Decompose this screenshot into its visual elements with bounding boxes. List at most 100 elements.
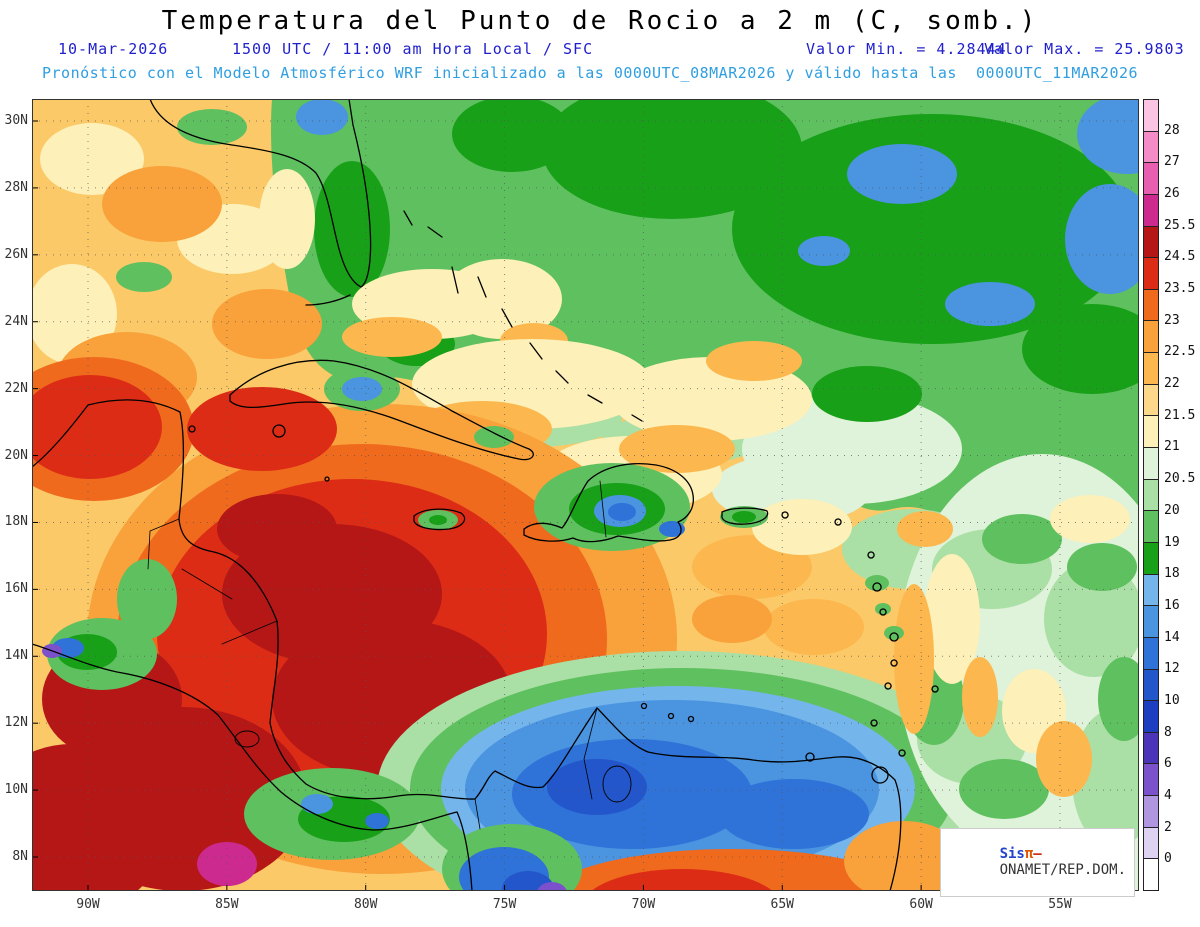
colorbar-label: 25.5 <box>1164 217 1196 233</box>
coast-bahamas <box>403 210 643 422</box>
lat-label: 10N <box>4 782 28 798</box>
colorbar-cell <box>1144 701 1158 733</box>
watermark-brand: Sisπ– <box>999 846 1042 862</box>
colorbar-cell <box>1144 637 1158 670</box>
lat-label: 14N <box>4 648 28 664</box>
colorbar-label: 26 <box>1164 186 1180 202</box>
colorbar-cell <box>1144 194 1158 227</box>
lat-label: 18N <box>4 514 28 530</box>
lat-label: 26N <box>4 246 28 262</box>
colorbar-cell <box>1144 511 1158 543</box>
max-value-label: Valor Max. = 25.9803 <box>984 40 1185 58</box>
lat-label: 28N <box>4 179 28 195</box>
colorbar-cell <box>1144 796 1158 828</box>
colorbar-cell <box>1144 416 1158 449</box>
lat-label: 8N <box>12 848 28 864</box>
colorbar-cell <box>1144 226 1158 259</box>
coast-cayman <box>324 476 330 482</box>
colorbar-cell <box>1144 448 1158 480</box>
colorbar-label: 21.5 <box>1164 407 1196 423</box>
lon-axis: 90W 85W 80W 75W 70W 65W 60W 55W <box>32 895 1139 915</box>
grid-lines <box>32 99 1139 891</box>
model-info-line: Pronóstico con el Modelo Atmosférico WRF… <box>42 64 1139 82</box>
colorbar <box>1143 99 1159 891</box>
coast-florida <box>149 99 372 288</box>
lon-label: 90W <box>76 897 100 912</box>
colorbar-label: 23 <box>1164 312 1180 328</box>
coast-puerto-rico <box>721 507 769 525</box>
colorbar-label: 6 <box>1164 756 1172 772</box>
colorbar-label: 28 <box>1164 122 1180 138</box>
colorbar-cell <box>1144 542 1158 575</box>
coast-aruba <box>640 702 648 710</box>
lon-label: 65W <box>770 897 795 912</box>
colorbar-label: 18 <box>1164 566 1180 582</box>
colorbar-label: 14 <box>1164 629 1180 645</box>
country-borders <box>147 518 598 830</box>
coast-curacao <box>667 712 675 720</box>
colorbar-cell <box>1144 764 1158 797</box>
map-title: Temperatura del Punto de Rocio a 2 m (C,… <box>161 6 1039 36</box>
header-info-line: 10-Mar-2026 1500 UTC / 11:00 am Hora Loc… <box>0 40 1200 60</box>
colorbar-cell <box>1144 732 1158 765</box>
colorbar-label: 22 <box>1164 376 1180 392</box>
lon-label: 80W <box>353 897 378 912</box>
coast-mainland-pacific <box>32 643 473 891</box>
colorbar-cell <box>1144 100 1158 132</box>
lat-label: 20N <box>4 447 28 463</box>
colorbar-label: 24.5 <box>1164 249 1196 265</box>
coastlines <box>32 99 939 891</box>
coast-cozumel <box>188 425 196 433</box>
lon-label: 85W <box>215 897 239 912</box>
colorbar-label: 8 <box>1164 724 1172 740</box>
colorbar-label: 20 <box>1164 502 1180 518</box>
colorbar-cell <box>1144 859 1158 891</box>
coast-bonaire <box>687 715 695 723</box>
lat-label: 12N <box>4 715 28 731</box>
watermark-org: ONAMET/REP.DOM. <box>999 862 1126 878</box>
colorbar-labels: 28 27 26 25.5 24.5 23.5 23 22.5 22 21.5 21 20.5 20 19… <box>1164 99 1200 891</box>
coast-cuba <box>229 359 534 461</box>
valid-time: 1500 UTC / 11:00 am Hora Local / SFC <box>232 40 594 58</box>
lat-label: 22N <box>4 380 28 396</box>
colorbar-label: 10 <box>1164 692 1180 708</box>
coast-isle-of-youth <box>272 424 286 438</box>
colorbar-cell <box>1144 574 1158 607</box>
border-haiti-dr <box>599 480 607 538</box>
map-border <box>32 99 1139 891</box>
dewpoint-field-blobs <box>32 99 1139 891</box>
watermark: Sisπ– ONAMET/REP.DOM. <box>939 828 1135 897</box>
coast-mainland-caribbean <box>87 399 902 891</box>
min-value-label: Valor Min. = 4.28444 <box>806 40 1007 58</box>
coast-florida-keys <box>305 294 351 306</box>
map-plot-area: Sisπ– ONAMET/REP.DOM. <box>32 99 1139 897</box>
colorbar-label: 20.5 <box>1164 471 1196 487</box>
colorbar-cell <box>1144 606 1158 638</box>
colorbar-label: 22.5 <box>1164 344 1196 360</box>
lon-label: 70W <box>631 897 656 912</box>
coast-margarita <box>805 752 815 762</box>
coast-trinidad <box>871 766 889 784</box>
dewpoint-field-canvas <box>32 99 1139 891</box>
colorbar-label: 4 <box>1164 787 1172 803</box>
colorbar-label: 16 <box>1164 597 1180 613</box>
coast-lake-nicaragua <box>234 730 260 748</box>
lat-label: 16N <box>4 581 28 597</box>
colorbar-cell <box>1144 321 1158 354</box>
lon-label: 55W <box>1048 897 1072 912</box>
colorbar-cell <box>1144 353 1158 385</box>
coast-hispaniola <box>523 463 694 543</box>
colorbar-cells <box>1144 100 1158 891</box>
lat-label: 30N <box>4 113 28 128</box>
lat-axis: 30N 28N 26N 24N 22N 20N 18N 16N 14N 12N 10N 8N <box>0 99 30 891</box>
colorbar-cell <box>1144 258 1158 290</box>
coast-lake-maracaibo <box>602 765 632 803</box>
colorbar-label: 27 <box>1164 154 1180 170</box>
colorbar-label: 2 <box>1164 819 1172 835</box>
colorbar-cell <box>1144 479 1158 512</box>
colorbar-cell <box>1144 131 1158 164</box>
colorbar-cell <box>1144 163 1158 195</box>
coast-jamaica <box>413 508 466 531</box>
colorbar-cell <box>1144 289 1158 322</box>
